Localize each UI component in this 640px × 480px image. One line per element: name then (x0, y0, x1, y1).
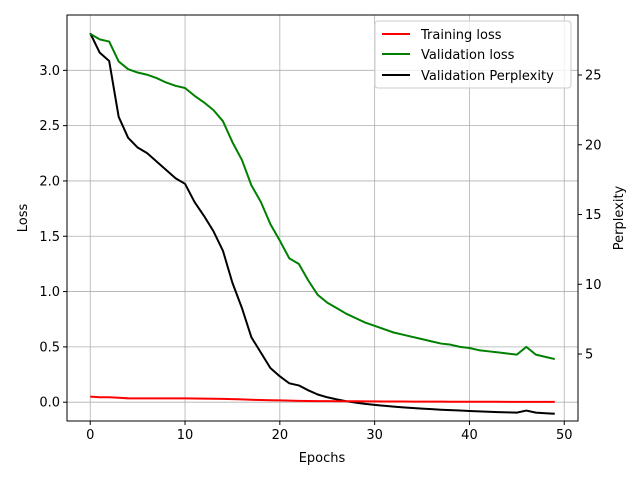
x-tick-label: 50 (556, 428, 573, 443)
x-tick-label: 0 (86, 428, 94, 443)
y2-axis-label: Perplexity (612, 185, 627, 250)
y-tick-label: 2.0 (39, 174, 60, 189)
y2-tick-label: 15 (585, 208, 602, 223)
x-axis-label: Epochs (299, 451, 346, 466)
y2-tick-label: 25 (585, 68, 602, 83)
y2-tick-label: 20 (585, 138, 602, 153)
y-axis-left: 0.0 0.5 1.0 1.5 2.0 2.5 3.0 (39, 64, 67, 411)
series-line-validation-perplexity (89, 32, 555, 415)
legend-box (374, 20, 572, 89)
y-tick-label: 1.5 (39, 230, 60, 245)
legend-label-validation-loss: Validation loss (421, 48, 515, 63)
series-line-training-loss (90, 395, 555, 403)
y2-tick-label: 10 (585, 278, 602, 293)
y-tick-label: 0.0 (39, 396, 60, 411)
legend-label-training-loss: Training loss (420, 28, 502, 43)
y-tick-label: 3.0 (39, 64, 60, 79)
series-layer (89, 32, 555, 415)
y-tick-label: 2.5 (39, 119, 60, 134)
y-axis-label: Loss (16, 204, 31, 233)
y-tick-label: 1.0 (39, 285, 60, 300)
y-tick-label: 0.5 (39, 340, 60, 355)
legend: Training loss Validation loss Validation… (374, 20, 572, 89)
series-line-validation-loss (89, 32, 555, 361)
y-axis-right: 5 10 15 20 25 (578, 68, 602, 363)
x-tick-label: 20 (272, 428, 289, 443)
x-tick-label: 40 (461, 428, 478, 443)
y2-tick-label: 5 (585, 348, 593, 363)
plot-frame (66, 14, 579, 422)
legend-label-validation-perplexity: Validation Perplexity (421, 69, 554, 84)
grid (67, 15, 578, 421)
x-axis: 0 10 20 30 40 50 (86, 421, 573, 443)
x-tick-label: 30 (366, 428, 383, 443)
x-tick-label: 10 (177, 428, 194, 443)
